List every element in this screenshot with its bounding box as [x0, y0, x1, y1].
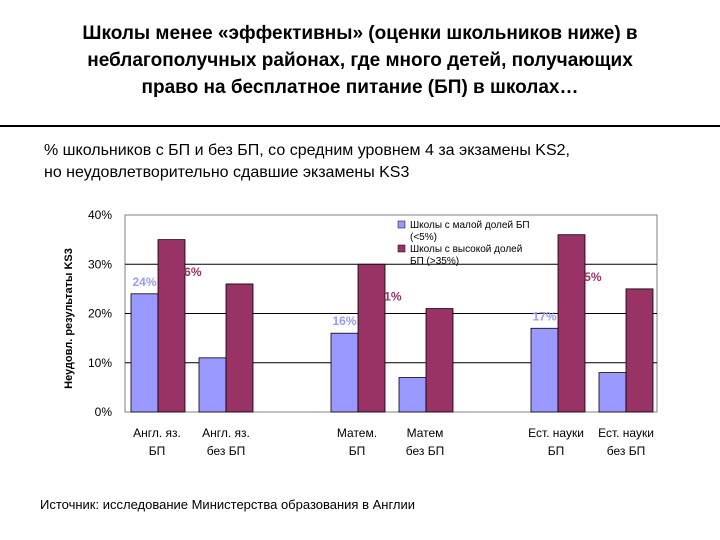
data-label: 24% — [132, 275, 156, 289]
category-label: без БП — [406, 444, 444, 458]
legend-swatch — [397, 244, 406, 253]
category-label: без БП — [607, 444, 645, 458]
subtitle-line-2: но неудовлетворительно сдавшие экзамены … — [44, 164, 410, 181]
category-label: БП — [149, 444, 166, 458]
title-line-2: неблагополучных районах, где много детей… — [87, 50, 633, 71]
bar-high-share — [357, 263, 386, 413]
chart-subtitle: % школьников с БП и без БП, со средним у… — [44, 140, 684, 184]
legend-label: Школы с высокой долей — [410, 244, 522, 255]
bar-high-share — [225, 283, 254, 413]
title-divider — [0, 125, 720, 127]
y-tick-label: 0% — [95, 405, 113, 419]
y-axis-title: Неудовл. результаты KS3 — [63, 248, 75, 389]
y-tick-label: 20% — [88, 307, 112, 321]
bar-high-share — [425, 308, 454, 413]
bar-high-share — [557, 234, 586, 413]
bar-high-share — [157, 239, 186, 413]
category-label: Англ. яз. — [133, 426, 181, 440]
category-label: БП — [349, 444, 366, 458]
category-label: без БП — [207, 444, 245, 458]
page-title: Школы менее «эффективны» (оценки школьни… — [40, 20, 680, 101]
legend-label: (<5%) — [410, 232, 437, 243]
category-label: Ест. науки — [598, 426, 654, 440]
bar-low-share — [598, 372, 627, 413]
y-tick-label: 10% — [88, 356, 112, 370]
legend-label: БП (>35%) — [410, 256, 459, 267]
category-label: Ест. науки — [528, 426, 584, 440]
title-line-1: Школы менее «эффективны» (оценки школьни… — [82, 23, 638, 44]
legend-swatch — [397, 220, 406, 229]
data-label: 16% — [332, 314, 356, 328]
source-note: Источник: исследование Министерства обра… — [40, 497, 416, 512]
y-tick-label: 40% — [88, 208, 112, 222]
subtitle-line-1: % школьников с БП и без БП, со средним у… — [44, 142, 570, 159]
bar-low-share — [530, 327, 559, 413]
data-label: 26% — [177, 265, 201, 279]
data-label: 25% — [577, 270, 601, 284]
bar-low-share — [198, 357, 227, 413]
category-label: Матем — [407, 426, 444, 440]
category-label: Матем. — [337, 426, 377, 440]
y-tick-label: 30% — [88, 257, 112, 271]
bar-high-share — [625, 288, 654, 413]
data-label: 21% — [377, 290, 401, 304]
bar-low-share — [130, 293, 159, 413]
category-label: БП — [548, 444, 565, 458]
bar-low-share — [398, 377, 427, 413]
category-label: Англ. яз. — [202, 426, 250, 440]
legend-label: Школы с малой долей БП — [410, 220, 530, 231]
data-label: 17% — [532, 309, 556, 323]
title-line-3: право на бесплатное питание (БП) в школа… — [141, 77, 579, 98]
bar-low-share — [330, 332, 359, 413]
